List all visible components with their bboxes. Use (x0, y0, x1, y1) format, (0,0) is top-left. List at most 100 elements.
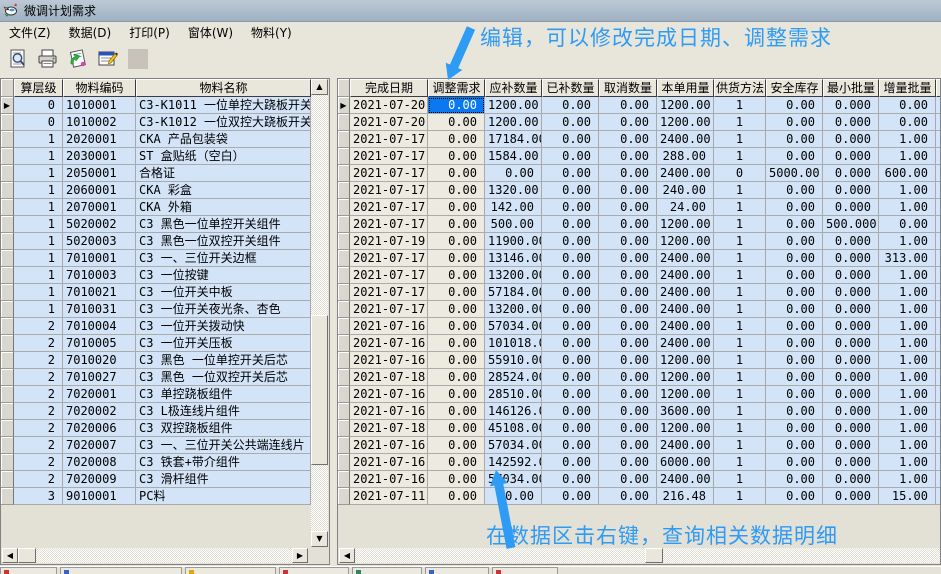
cell[interactable]: 7020002 (63, 403, 136, 420)
row-indicator[interactable] (1, 471, 14, 488)
table-row[interactable]: 1 7010031 C3 一位开关夜光条、杏色 (1, 301, 329, 318)
cell[interactable]: 1 (14, 131, 63, 148)
cell[interactable]: 1200.00 (657, 420, 714, 437)
cell[interactable]: C3 黑色一位双控开关组件 (136, 233, 311, 250)
table-row[interactable]: 3 9010001 PC料 (1, 488, 329, 505)
row-indicator[interactable] (338, 148, 350, 165)
row-indicator[interactable] (1, 454, 14, 471)
cell[interactable]: 0.00 (599, 233, 657, 250)
cell[interactable]: C3 一位开关中板 (136, 284, 311, 301)
row-indicator[interactable] (338, 403, 350, 420)
row-indicator[interactable] (338, 386, 350, 403)
taskbar-window-button[interactable] (185, 567, 276, 574)
cell[interactable]: 0.00 (428, 301, 485, 318)
table-row[interactable]: 2021-07-17 0.00 13200.00 0.00 0.00 2400.00 1 0.… (338, 301, 940, 318)
cell[interactable]: 0.00 (542, 420, 599, 437)
cell[interactable]: 1 (714, 471, 766, 488)
table-row[interactable]: 2021-07-17 0.00 13146.00 0.00 0.00 2400.00 1 0.… (338, 250, 940, 267)
cell[interactable]: 2070001 (63, 199, 136, 216)
table-row[interactable]: 2 7020001 C3 单控跷板组件 (1, 386, 329, 403)
cell[interactable]: 0.00 (599, 267, 657, 284)
row-indicator[interactable] (1, 488, 14, 505)
table-row[interactable]: 1 2030001 ST 盒贴纸（空白） (1, 148, 329, 165)
row-indicator[interactable] (338, 420, 350, 437)
column-header[interactable]: 增量批量 (879, 79, 936, 97)
cell[interactable]: 1 (14, 284, 63, 301)
menu-material[interactable]: 物料(Y) (251, 25, 292, 40)
row-indicator[interactable] (1, 182, 14, 199)
cell[interactable]: PC料 (136, 488, 311, 505)
cell[interactable]: 1.00 (879, 335, 936, 352)
cell[interactable]: 0.00 (766, 148, 823, 165)
cell[interactable]: 0.00 (599, 131, 657, 148)
cell[interactable]: 0.00 (428, 335, 485, 352)
vscroll-thumb[interactable] (311, 315, 328, 465)
cell[interactable]: 1200.00 (485, 97, 542, 114)
cell[interactable]: 1320.00 (485, 182, 542, 199)
cell[interactable]: 2030001 (63, 148, 136, 165)
cell[interactable]: 0.00 (599, 369, 657, 386)
column-header[interactable]: 应补数量 (485, 79, 542, 97)
row-indicator[interactable] (1, 420, 14, 437)
cell[interactable]: 0.00 (428, 454, 485, 471)
cell[interactable]: 1.00 (879, 420, 936, 437)
row-indicator[interactable] (338, 335, 350, 352)
scroll-left-button[interactable]: ◀ (2, 548, 18, 563)
cell[interactable]: 1.00 (879, 437, 936, 454)
cell[interactable]: 0.00 (879, 114, 936, 131)
cell[interactable]: 0.00 (542, 301, 599, 318)
cell[interactable]: 0.000 (823, 182, 879, 199)
hscroll-thumb[interactable] (645, 548, 663, 563)
table-row[interactable]: 2021-07-18 0.00 28524.00 0.00 0.00 1200.00 1 0.… (338, 369, 940, 386)
cell[interactable]: 0.00 (766, 199, 823, 216)
column-header[interactable]: 供货方法 (714, 79, 766, 97)
row-indicator[interactable] (1, 165, 14, 182)
cell[interactable]: 1 (714, 454, 766, 471)
cell[interactable]: 2 (14, 335, 63, 352)
scroll-down-button[interactable]: ▼ (311, 531, 328, 547)
cell[interactable]: 2 (14, 437, 63, 454)
row-indicator[interactable] (338, 437, 350, 454)
cell[interactable]: 1200.00 (485, 114, 542, 131)
row-indicator[interactable] (338, 488, 350, 505)
cell[interactable]: 0.00 (428, 267, 485, 284)
cell[interactable]: 0.00 (766, 386, 823, 403)
cell[interactable]: 2400.00 (657, 335, 714, 352)
cell[interactable]: 0.00 (428, 165, 485, 182)
cell[interactable]: C3 双控跷板组件 (136, 420, 311, 437)
cell[interactable]: 0.00 (542, 114, 599, 131)
row-indicator[interactable] (338, 318, 350, 335)
cell[interactable]: 2060001 (63, 182, 136, 199)
cell[interactable]: 0.000 (823, 488, 879, 505)
cell[interactable]: 1 (14, 301, 63, 318)
row-indicator[interactable] (338, 114, 350, 131)
table-row[interactable]: 2021-07-18 0.00 45108.00 0.00 0.00 1200.00 1 0.… (338, 420, 940, 437)
cell[interactable]: 0.00 (599, 386, 657, 403)
cell[interactable]: 2 (14, 403, 63, 420)
row-indicator[interactable] (1, 318, 14, 335)
cell[interactable]: 2021-07-17 (350, 131, 428, 148)
cell[interactable]: 2021-07-17 (350, 301, 428, 318)
hscroll-thumb[interactable] (18, 548, 36, 563)
current-row-indicator[interactable]: ▶ (1, 97, 14, 114)
cell[interactable]: 1 (714, 114, 766, 131)
cell[interactable]: 0.00 (599, 352, 657, 369)
table-row[interactable]: 1 2020001 CKA 产品包装袋 (1, 131, 329, 148)
cell[interactable]: 0.00 (599, 199, 657, 216)
cell[interactable]: 1.00 (879, 369, 936, 386)
cell[interactable]: 0.00 (542, 267, 599, 284)
cell[interactable]: C3 黑色 一位单控开关后芯 (136, 352, 311, 369)
table-row[interactable]: 2 7010027 C3 黑色 一位双控开关后芯 (1, 369, 329, 386)
cell[interactable]: 0 (14, 97, 63, 114)
cell[interactable]: 0.000 (823, 471, 879, 488)
cell[interactable]: 0.00 (428, 250, 485, 267)
cell[interactable]: 57034.00 (485, 318, 542, 335)
column-header[interactable]: 安全库存 (766, 79, 823, 97)
taskbar-window-button[interactable] (352, 567, 422, 574)
cell[interactable]: 1 (714, 148, 766, 165)
table-row[interactable]: 2021-07-17 0.00 57184.00 0.00 0.00 2400.00 1 0.… (338, 284, 940, 301)
cell[interactable]: 1.00 (879, 318, 936, 335)
cell[interactable]: 55910.00 (485, 352, 542, 369)
cell[interactable]: 216.48 (657, 488, 714, 505)
cell[interactable]: 2021-07-16 (350, 437, 428, 454)
